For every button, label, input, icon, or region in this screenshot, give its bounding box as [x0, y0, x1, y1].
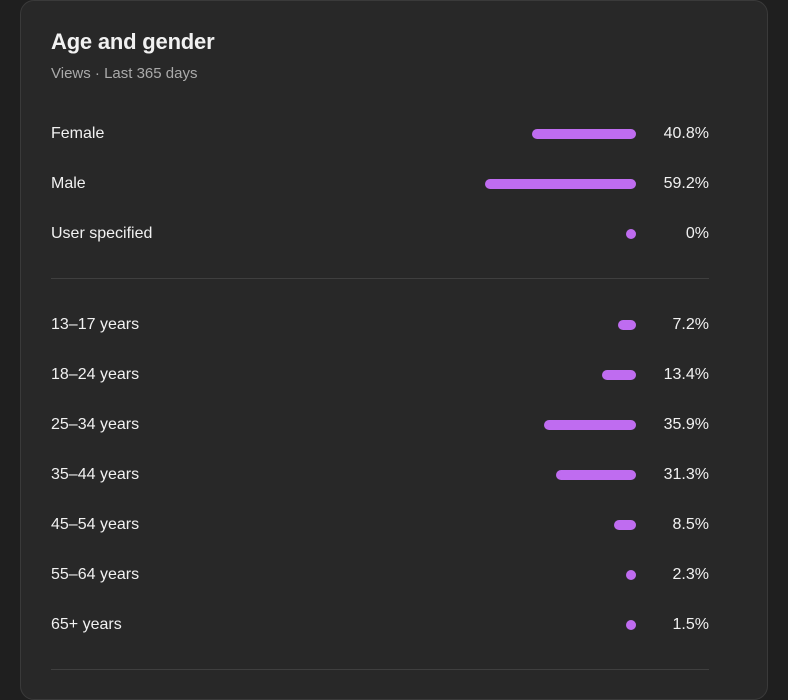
row-label: 13–17 years	[51, 316, 140, 333]
row-bar	[544, 420, 636, 430]
row-label: 45–54 years	[51, 516, 140, 533]
row-label: 25–34 years	[51, 416, 140, 433]
row-value: 8.5%	[672, 516, 709, 533]
row-bar	[531, 129, 636, 139]
row-bar	[626, 229, 636, 239]
row-bar	[485, 179, 636, 189]
row-label: 65+ years	[51, 616, 122, 633]
row-bar	[556, 470, 636, 480]
age-gender-card: Age and gender Views · Last 365 days Fem…	[20, 0, 768, 700]
row-bar	[626, 570, 636, 580]
age-row-35-44: 35–44 years 31.3%	[51, 463, 709, 487]
gender-row-user-specified: User specified 0%	[51, 222, 709, 246]
row-label: 18–24 years	[51, 366, 140, 383]
row-value: 0%	[685, 225, 709, 242]
section-divider	[51, 278, 709, 279]
age-row-65-plus: 65+ years 1.5%	[51, 613, 709, 637]
row-label: User specified	[51, 225, 153, 242]
row-bar	[617, 320, 636, 330]
age-row-25-34: 25–34 years 35.9%	[51, 413, 709, 437]
row-label: Male	[51, 175, 86, 192]
card-subtitle: Views · Last 365 days	[51, 65, 198, 82]
row-bar	[601, 370, 636, 380]
row-value: 13.4%	[663, 366, 709, 383]
row-value: 31.3%	[663, 466, 709, 483]
row-label: 35–44 years	[51, 466, 140, 483]
row-value: 7.2%	[672, 316, 709, 333]
age-row-45-54: 45–54 years 8.5%	[51, 513, 709, 537]
row-bar	[614, 520, 636, 530]
age-row-18-24: 18–24 years 13.4%	[51, 363, 709, 387]
row-label: Female	[51, 125, 105, 142]
age-row-13-17: 13–17 years 7.2%	[51, 313, 709, 337]
row-bar	[626, 620, 636, 630]
bottom-divider	[51, 669, 709, 670]
row-value: 35.9%	[663, 416, 709, 433]
gender-row-male: Male 59.2%	[51, 172, 709, 196]
card-title: Age and gender	[51, 29, 215, 54]
gender-row-female: Female 40.8%	[51, 122, 709, 146]
row-value: 59.2%	[663, 175, 709, 192]
row-value: 40.8%	[663, 125, 709, 142]
age-row-55-64: 55–64 years 2.3%	[51, 563, 709, 587]
row-label: 55–64 years	[51, 566, 140, 583]
row-value: 1.5%	[672, 616, 709, 633]
row-value: 2.3%	[672, 566, 709, 583]
